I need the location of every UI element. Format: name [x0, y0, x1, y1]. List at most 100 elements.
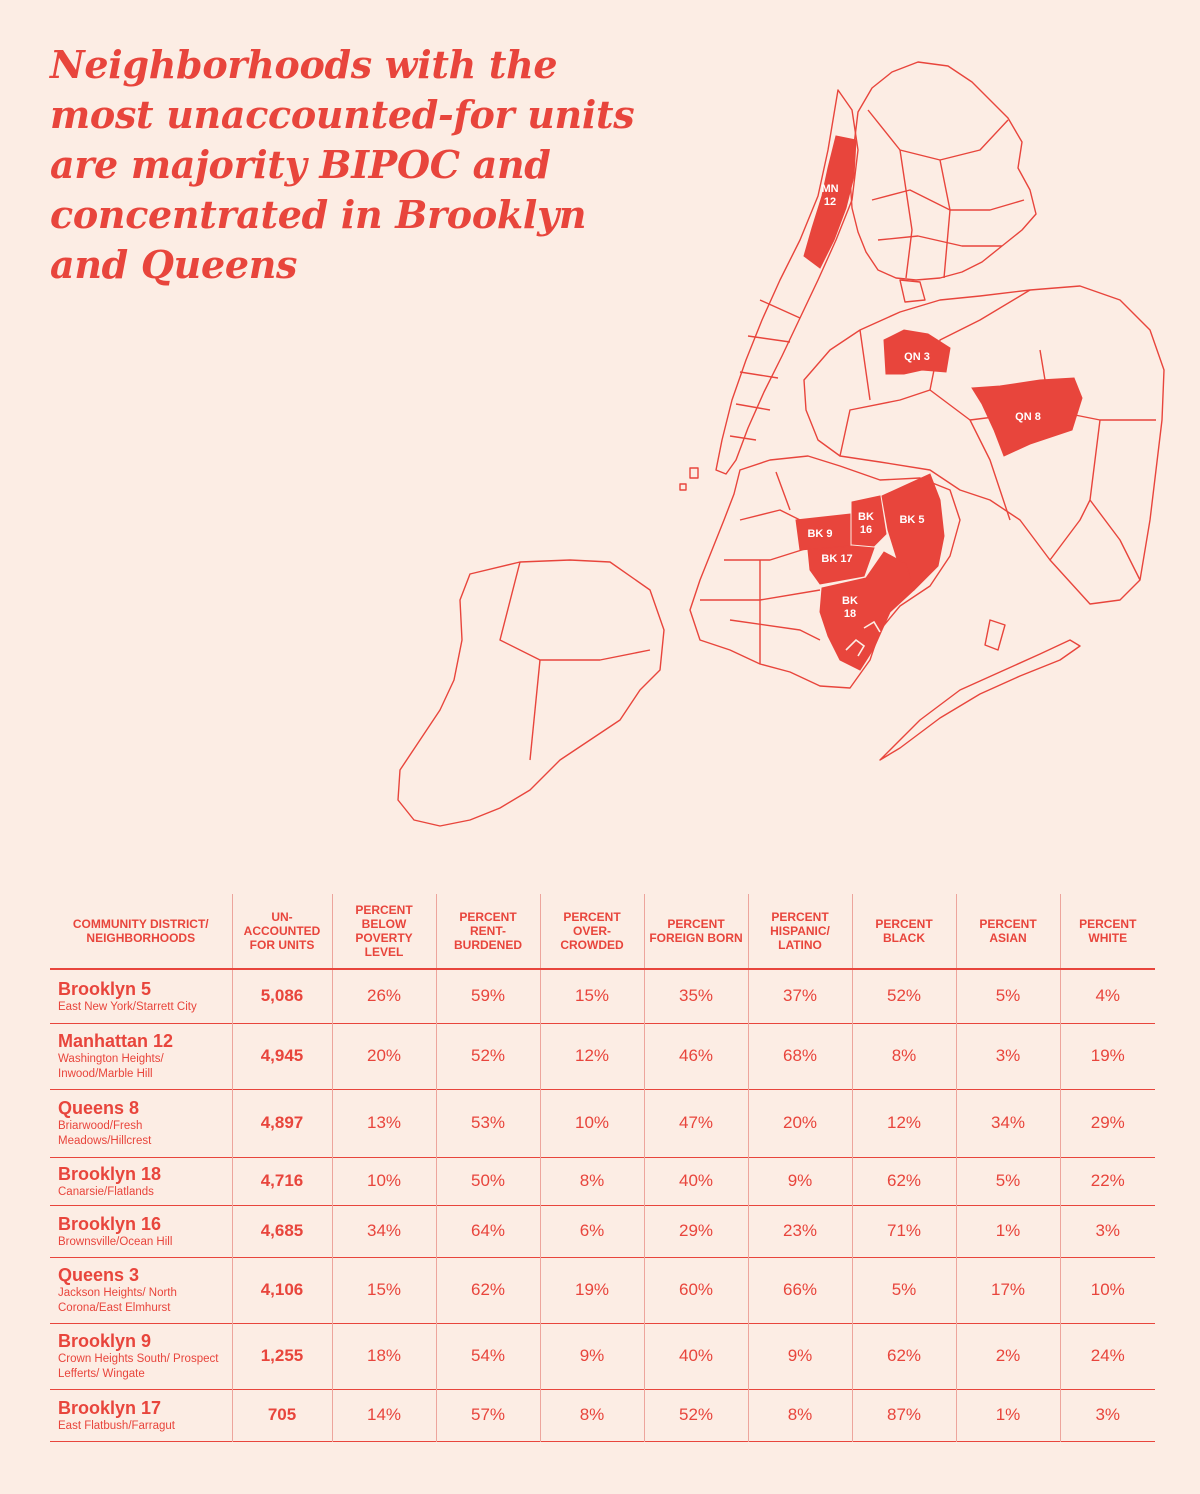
cell-foreign: 35% — [643, 969, 748, 1023]
district-bk16 — [851, 495, 887, 547]
title-line: and Queens — [50, 242, 298, 287]
district-neighborhoods: Jackson Heights/ North Corona/East Elmhu… — [58, 1287, 177, 1314]
district-neighborhoods: Brownsville/Ocean Hill — [58, 1235, 173, 1248]
cell-crowded: 9% — [539, 1323, 644, 1389]
header-district: COMMUNITY DISTRICT/ NEIGHBORHOODS — [72, 917, 209, 945]
district-name: Brooklyn 17 — [58, 1397, 162, 1418]
cell-foreign: 40% — [643, 1323, 748, 1389]
district-neighborhoods: Crown Heights South/ Prospect Lefferts/ … — [58, 1353, 219, 1380]
cell-units: 4,716 — [231, 1157, 332, 1205]
cell-white: 22% — [1059, 1157, 1155, 1205]
map-label-mn12: MN — [821, 183, 838, 195]
table-row: Queens 3 Jackson Heights/ North Corona/Ea… — [50, 1257, 1155, 1323]
cell-foreign: 29% — [643, 1205, 748, 1257]
cell-rent: 57% — [435, 1389, 540, 1441]
cell-asian: 1% — [955, 1389, 1060, 1441]
cell-black: 8% — [851, 1023, 956, 1089]
queens-outline — [803, 285, 1165, 605]
cell-units: 4,685 — [231, 1205, 332, 1257]
cell-white: 3% — [1059, 1389, 1155, 1441]
cell-black: 87% — [851, 1389, 956, 1441]
cell-district: Brooklyn 17 East Flatbush/Farragut — [50, 1389, 232, 1441]
map-label-bk5: BK 5 — [899, 514, 924, 526]
table-row: Brooklyn 18 Canarsie/Flatlands 4,716 10% … — [50, 1157, 1155, 1205]
cell-poverty: 18% — [331, 1323, 436, 1389]
map-label-mn12-line2: 12 — [824, 196, 836, 208]
cell-units: 4,945 — [231, 1023, 332, 1089]
district-neighborhoods: Canarsie/Flatlands — [58, 1185, 154, 1198]
cell-poverty: 13% — [331, 1089, 436, 1157]
district-outlines — [397, 61, 1165, 827]
district-qn3 — [883, 329, 951, 375]
map-label-bk17: BK 17 — [821, 553, 852, 565]
header-units: UN- ACCOUNTED FOR UNITS — [231, 894, 332, 969]
cell-black: 62% — [851, 1157, 956, 1205]
cell-black: 62% — [851, 1323, 956, 1389]
district-mn12 — [803, 135, 857, 269]
map-label-bk9: BK 9 — [807, 528, 832, 540]
cell-rent: 62% — [435, 1257, 540, 1323]
nyc-community-district-map: MN 12 QN 3 QN 8 BK 9 BK 16 BK 5 BK 17 BK… — [397, 61, 1165, 827]
cell-black: 71% — [851, 1205, 956, 1257]
cell-district: Brooklyn 18 Canarsie/Flatlands — [50, 1157, 232, 1205]
cell-hispanic: 68% — [747, 1023, 852, 1089]
district-neighborhoods: East Flatbush/Farragut — [58, 1419, 175, 1432]
cell-units: 4,897 — [231, 1089, 332, 1157]
cell-district: Manhattan 12 Washington Heights/ Inwood/M… — [50, 1023, 232, 1089]
highlighted-districts — [795, 135, 1083, 671]
header-asian: PERCENT ASIAN — [955, 894, 1060, 969]
cell-hispanic: 23% — [747, 1205, 852, 1257]
cell-poverty: 26% — [331, 969, 436, 1023]
cell-rent: 53% — [435, 1089, 540, 1157]
cell-poverty: 20% — [331, 1023, 436, 1089]
cell-crowded: 19% — [539, 1257, 644, 1323]
header-hispanic: PERCENT HISPANIC/ LATINO — [747, 894, 852, 969]
district-table: COMMUNITY DISTRICT/ NEIGHBORHOODS UN- AC… — [50, 894, 1155, 1442]
cell-poverty: 14% — [331, 1389, 436, 1441]
cell-white: 4% — [1059, 969, 1155, 1023]
map-label-bk18: BK — [842, 595, 858, 607]
cell-white: 3% — [1059, 1205, 1155, 1257]
cell-foreign: 40% — [643, 1157, 748, 1205]
map-label-bk16-line2: 16 — [860, 524, 872, 536]
cell-district: Brooklyn 5 East New York/Starrett City — [50, 969, 232, 1023]
cell-district: Queens 8 Briarwood/Fresh Meadows/Hillcres… — [50, 1089, 232, 1157]
cell-asian: 5% — [955, 969, 1060, 1023]
cell-units: 4,106 — [231, 1257, 332, 1323]
map-label-bk16: BK — [858, 511, 874, 523]
cell-white: 19% — [1059, 1023, 1155, 1089]
manhattan-outline — [715, 89, 859, 475]
district-name: Queens 8 — [58, 1098, 140, 1118]
cell-poverty: 15% — [331, 1257, 436, 1323]
cell-hispanic: 66% — [747, 1257, 852, 1323]
cell-asian: 5% — [955, 1157, 1060, 1205]
district-name: Brooklyn 18 — [58, 1163, 162, 1184]
table-header-row: COMMUNITY DISTRICT/ NEIGHBORHOODS UN- AC… — [50, 894, 1155, 969]
cell-white: 29% — [1059, 1089, 1155, 1157]
cell-white: 24% — [1059, 1323, 1155, 1389]
district-neighborhoods: Washington Heights/ Inwood/Marble Hill — [58, 1053, 164, 1080]
cell-crowded: 10% — [539, 1089, 644, 1157]
staten-island-outline — [397, 559, 665, 827]
cell-crowded: 8% — [539, 1157, 644, 1205]
cell-rent: 50% — [435, 1157, 540, 1205]
district-name: Brooklyn 9 — [58, 1331, 152, 1351]
table-row: Brooklyn 16 Brownsville/Ocean Hill 4,685 … — [50, 1205, 1155, 1257]
table-row: Brooklyn 5 East New York/Starrett City 5,… — [50, 969, 1155, 1023]
table-row: Brooklyn 9 Crown Heights South/ Prospect … — [50, 1323, 1155, 1389]
cell-district: Brooklyn 9 Crown Heights South/ Prospect … — [50, 1323, 232, 1389]
header-crowded: PERCENT OVER- CROWDED — [539, 894, 644, 969]
title-line: Neighborhoods with the — [50, 42, 558, 87]
cell-asian: 34% — [955, 1089, 1060, 1157]
table-row: Queens 8 Briarwood/Fresh Meadows/Hillcres… — [50, 1089, 1155, 1157]
district-bk5 — [881, 473, 945, 591]
table-row: Brooklyn 17 East Flatbush/Farragut 705 14… — [50, 1389, 1155, 1441]
header-foreign: PERCENT FOREIGN BORN — [643, 894, 748, 969]
cell-crowded: 15% — [539, 969, 644, 1023]
page-title: Neighborhoods with the most unaccounted-… — [50, 40, 690, 290]
cell-asian: 3% — [955, 1023, 1060, 1089]
map-label-qn3: QN 3 — [904, 351, 930, 363]
cell-foreign: 46% — [643, 1023, 748, 1089]
district-qn8 — [971, 377, 1083, 457]
cell-foreign: 52% — [643, 1389, 748, 1441]
